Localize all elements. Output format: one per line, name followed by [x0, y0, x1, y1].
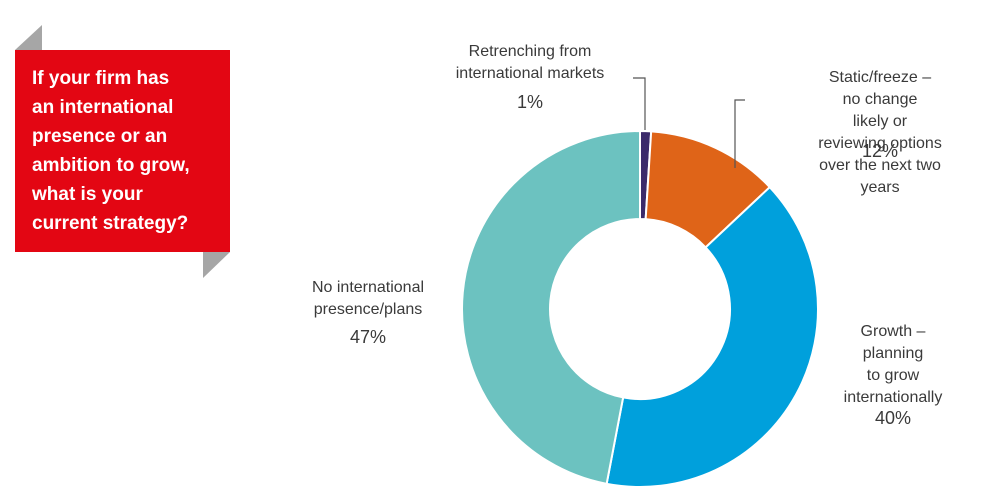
title-box: [15, 50, 230, 252]
slice-label: Retrenching from international markets: [455, 43, 605, 82]
slice-label: No international presence/plans: [311, 279, 425, 318]
donut-slice: [461, 129, 641, 486]
value-label: 12%: [861, 141, 899, 161]
donut-slice: [605, 185, 819, 488]
chart-title: If your firm has an international presen…: [32, 68, 190, 234]
slice-label: Growth – planning to grow internationall…: [843, 323, 943, 406]
value-label: 40%: [874, 408, 912, 428]
value-label: 1%: [516, 92, 544, 112]
donut: [461, 129, 819, 488]
slice-label: Static/freeze – no change likely or revi…: [818, 69, 942, 196]
value-label: 47%: [349, 327, 387, 347]
leader-line: [633, 77, 646, 130]
leader-line: [734, 99, 745, 168]
fold-corner: [203, 252, 230, 278]
fold-corner: [15, 25, 42, 50]
